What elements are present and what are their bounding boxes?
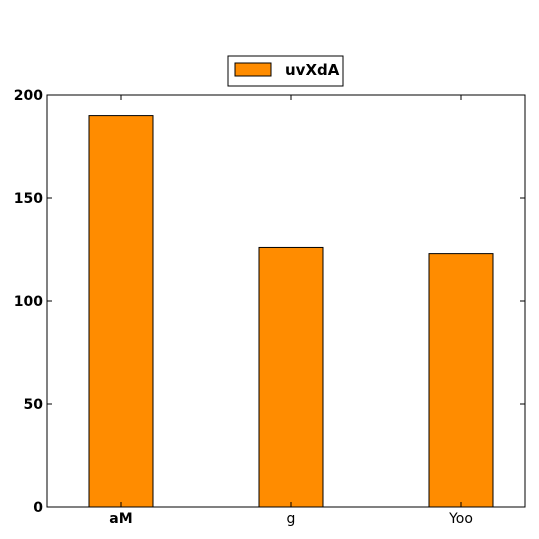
bar-aM (88, 115, 154, 508)
x-tick-label: g (287, 511, 296, 527)
bar-Yoo (428, 253, 494, 508)
plot-frame (46, 94, 526, 508)
y-tick-label: 200 (14, 88, 43, 104)
y-tick-label: 150 (14, 191, 43, 207)
legend-label: uvXdA (285, 61, 340, 79)
y-tick-label: 100 (14, 294, 43, 310)
legend: uvXdA (227, 55, 344, 87)
x-tick-label: aM (109, 511, 132, 527)
y-axis-ticks: 0 50 100 150 200 (14, 88, 525, 516)
y-tick-label: 0 (33, 500, 43, 516)
x-axis-ticks: aM g Yoo (109, 95, 473, 527)
legend-swatch (234, 62, 272, 77)
bars (88, 115, 494, 508)
bar-g (258, 246, 324, 508)
x-tick-label: Yoo (448, 511, 473, 527)
y-tick-label: 50 (24, 397, 44, 413)
